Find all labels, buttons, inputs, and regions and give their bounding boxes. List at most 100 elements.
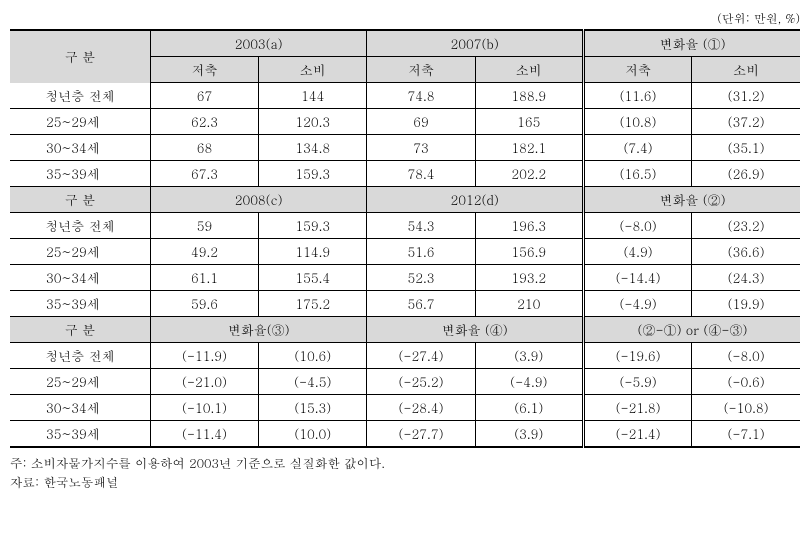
cell: 52.3 <box>367 265 475 291</box>
cell: 67.3 <box>150 161 258 187</box>
cell: 61.1 <box>150 265 258 291</box>
cell: 182.1 <box>475 135 583 161</box>
cell: (-21.0) <box>150 369 258 395</box>
cell: 59.6 <box>150 291 258 317</box>
row-label: 청년층 전체 <box>10 213 150 239</box>
cell: (-10.8) <box>692 395 800 421</box>
cell: (-7.1) <box>692 421 800 448</box>
cell: (-11.4) <box>150 421 258 448</box>
row-label: 25~29세 <box>10 369 150 395</box>
cell: (6.1) <box>475 395 583 421</box>
cell: 202.2 <box>475 161 583 187</box>
row-label: 35~39세 <box>10 161 150 187</box>
header-period-d: 2012(d) <box>367 187 584 213</box>
header-rate4: 변화율 (④) <box>367 317 584 343</box>
row-label: 청년층 전체 <box>10 83 150 109</box>
cell: (-4.9) <box>475 369 583 395</box>
cell: 67 <box>150 83 258 109</box>
cell: (-11.9) <box>150 343 258 369</box>
header-rate1: 변화율 (①) <box>583 30 800 57</box>
cell: (-27.4) <box>367 343 475 369</box>
row-label: 25~29세 <box>10 239 150 265</box>
cell: (-25.2) <box>367 369 475 395</box>
header-gubun: 구 분 <box>10 30 150 83</box>
row-label: 30~34세 <box>10 265 150 291</box>
header-rate-diff: (②-①) or (④-③) <box>583 317 800 343</box>
cell: (-8.0) <box>583 213 691 239</box>
header-save: 저축 <box>583 57 691 83</box>
note-line: 주: 소비자물가지수를 이용하여 2003년 기준으로 실질화한 값이다. <box>10 454 800 473</box>
cell: (4.9) <box>583 239 691 265</box>
note-line: 자료: 한국노동패널 <box>10 473 800 492</box>
cell: 56.7 <box>367 291 475 317</box>
cell: 54.3 <box>367 213 475 239</box>
cell: (37.2) <box>692 109 800 135</box>
cell: 134.8 <box>259 135 367 161</box>
cell: 68 <box>150 135 258 161</box>
cell: (3.9) <box>475 421 583 448</box>
cell: (7.4) <box>583 135 691 161</box>
cell: 120.3 <box>259 109 367 135</box>
cell: (-21.8) <box>583 395 691 421</box>
cell: 159.3 <box>259 213 367 239</box>
cell: 165 <box>475 109 583 135</box>
header-rate3: 변화율(③) <box>150 317 367 343</box>
cell: (-0.6) <box>692 369 800 395</box>
cell: (11.6) <box>583 83 691 109</box>
row-label: 25~29세 <box>10 109 150 135</box>
header-cons: 소비 <box>259 57 367 83</box>
row-label: 30~34세 <box>10 135 150 161</box>
data-table: 구 분 2003(a) 2007(b) 변화율 (①) 저축 소비 저축 소비 … <box>10 29 800 448</box>
header-period-c: 2008(c) <box>150 187 367 213</box>
header-period-a: 2003(a) <box>150 30 367 57</box>
cell: (10.8) <box>583 109 691 135</box>
cell: (10.0) <box>259 421 367 448</box>
cell: 156.9 <box>475 239 583 265</box>
row-label: 청년층 전체 <box>10 343 150 369</box>
cell: 196.3 <box>475 213 583 239</box>
cell: (36.6) <box>692 239 800 265</box>
header-save: 저축 <box>150 57 258 83</box>
cell: (23.2) <box>692 213 800 239</box>
cell: (3.9) <box>475 343 583 369</box>
cell: 59 <box>150 213 258 239</box>
unit-label: (단위: 만원, %) <box>10 10 800 27</box>
cell: 49.2 <box>150 239 258 265</box>
row-label: 35~39세 <box>10 421 150 448</box>
cell: 62.3 <box>150 109 258 135</box>
cell: 193.2 <box>475 265 583 291</box>
cell: (26.9) <box>692 161 800 187</box>
cell: 69 <box>367 109 475 135</box>
cell: (10.6) <box>259 343 367 369</box>
cell: (-4.5) <box>259 369 367 395</box>
cell: 74.8 <box>367 83 475 109</box>
cell: (-8.0) <box>692 343 800 369</box>
row-label: 30~34세 <box>10 395 150 421</box>
header-gubun: 구 분 <box>10 317 150 343</box>
cell: (16.5) <box>583 161 691 187</box>
header-rate2: 변화율 (②) <box>583 187 800 213</box>
cell: (35.1) <box>692 135 800 161</box>
cell: (-5.9) <box>583 369 691 395</box>
header-gubun: 구 분 <box>10 187 150 213</box>
cell: (19.9) <box>692 291 800 317</box>
cell: 73 <box>367 135 475 161</box>
cell: 175.2 <box>259 291 367 317</box>
header-cons: 소비 <box>475 57 583 83</box>
cell: 51.6 <box>367 239 475 265</box>
cell: (-4.9) <box>583 291 691 317</box>
cell: (31.2) <box>692 83 800 109</box>
header-save: 저축 <box>367 57 475 83</box>
cell: 188.9 <box>475 83 583 109</box>
row-label: 35~39세 <box>10 291 150 317</box>
cell: 159.3 <box>259 161 367 187</box>
cell: (-14.4) <box>583 265 691 291</box>
cell: (-19.6) <box>583 343 691 369</box>
cell: (-21.4) <box>583 421 691 448</box>
header-cons: 소비 <box>692 57 800 83</box>
cell: 78.4 <box>367 161 475 187</box>
cell: (-10.1) <box>150 395 258 421</box>
table-notes: 주: 소비자물가지수를 이용하여 2003년 기준으로 실질화한 값이다. 자료… <box>10 454 800 492</box>
cell: 210 <box>475 291 583 317</box>
header-period-b: 2007(b) <box>367 30 584 57</box>
